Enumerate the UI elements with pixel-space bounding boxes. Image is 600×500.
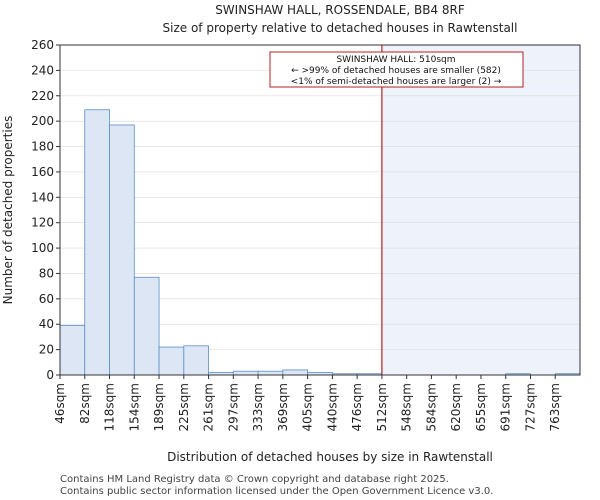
y-tick-label: 200 <box>31 114 54 128</box>
bar-297sqm <box>232 370 259 376</box>
y-tick-label: 180 <box>31 140 54 154</box>
y-tick-label: 240 <box>31 63 54 77</box>
bar-333sqm <box>257 370 284 376</box>
y-tick-label: 100 <box>31 241 54 255</box>
bar-225sqm <box>183 345 209 376</box>
chart-title: SWINSHAW HALL, ROSSENDALE, BB4 8RF <box>215 3 465 17</box>
x-tick-label: 261sqm <box>202 383 216 431</box>
x-tick-label: 154sqm <box>127 383 141 431</box>
x-tick-label: 189sqm <box>152 383 166 431</box>
x-tick-label: 763sqm <box>548 383 562 431</box>
x-tick-label: 548sqm <box>400 383 414 431</box>
bar-369sqm <box>282 369 309 376</box>
x-tick-label: 405sqm <box>301 383 315 431</box>
x-tick-label: 691sqm <box>499 383 513 431</box>
bar-189sqm <box>158 346 185 376</box>
highlight-region <box>381 45 580 375</box>
bar-154sqm <box>133 276 160 376</box>
y-tick-label: 140 <box>31 190 54 204</box>
x-tick-label: 620sqm <box>449 383 463 431</box>
annotation-line-3: <1% of semi-detached houses are larger (… <box>291 77 502 87</box>
x-tick-label: 584sqm <box>424 383 438 431</box>
x-tick-label: 369sqm <box>276 383 290 431</box>
y-axis-label: Number of detached properties <box>1 116 15 305</box>
x-tick-label: 297sqm <box>226 383 240 431</box>
y-tick-label: 120 <box>31 216 54 230</box>
chart-subtitle: Size of property relative to detached ho… <box>163 21 518 35</box>
x-tick-label: 118sqm <box>103 383 117 431</box>
x-tick-label: 727sqm <box>523 383 537 431</box>
footer-line-2: Contains public sector information licen… <box>60 486 493 497</box>
y-tick-label: 220 <box>31 89 54 103</box>
x-tick-label: 82sqm <box>78 383 92 424</box>
annotation-line-2: ← >99% of detached houses are smaller (5… <box>291 66 501 76</box>
annotation-box: SWINSHAW HALL: 510sqm ← >99% of detached… <box>269 51 524 88</box>
y-tick-label: 80 <box>39 266 54 280</box>
x-tick-label: 476sqm <box>350 383 364 431</box>
x-tick-label: 333sqm <box>251 383 265 431</box>
x-axis-label: Distribution of detached houses by size … <box>167 450 493 464</box>
annotation-border <box>269 51 524 88</box>
y-tick-label: 0 <box>46 368 54 382</box>
x-tick-label: 512sqm <box>375 383 389 431</box>
x-tick-label: 46sqm <box>53 383 67 424</box>
footer-line-1: Contains HM Land Registry data © Crown c… <box>60 474 449 485</box>
bar-118sqm <box>109 124 135 376</box>
y-tick-label: 60 <box>39 292 54 306</box>
x-tick-label: 225sqm <box>177 383 191 431</box>
plot-frame <box>59 44 581 376</box>
bar-82sqm <box>84 109 110 376</box>
y-tick-label: 20 <box>39 343 54 357</box>
x-tick-label: 655sqm <box>474 383 488 431</box>
x-tick-label: 440sqm <box>325 383 339 431</box>
y-tick-label: 160 <box>31 165 54 179</box>
bar-46sqm <box>59 325 86 376</box>
y-tick-label: 40 <box>39 317 54 331</box>
y-tick-label: 260 <box>31 38 54 52</box>
annotation-line-1: SWINSHAW HALL: 510sqm <box>336 55 455 65</box>
